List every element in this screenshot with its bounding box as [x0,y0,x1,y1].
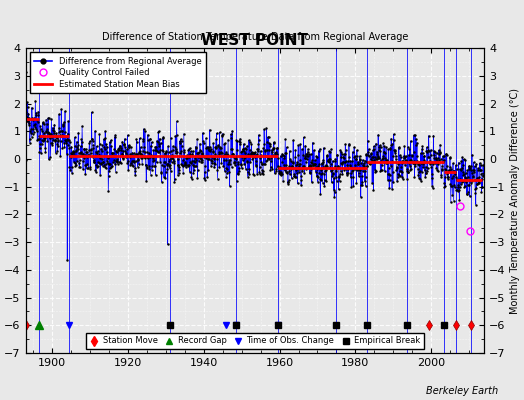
Text: Berkeley Earth: Berkeley Earth [425,386,498,396]
Legend: Station Move, Record Gap, Time of Obs. Change, Empirical Break: Station Move, Record Gap, Time of Obs. C… [86,333,424,349]
Y-axis label: Monthly Temperature Anomaly Difference (°C): Monthly Temperature Anomaly Difference (… [510,88,520,314]
Text: Difference of Station Temperature Data from Regional Average: Difference of Station Temperature Data f… [102,32,408,42]
Title: WEST POINT: WEST POINT [201,33,309,48]
